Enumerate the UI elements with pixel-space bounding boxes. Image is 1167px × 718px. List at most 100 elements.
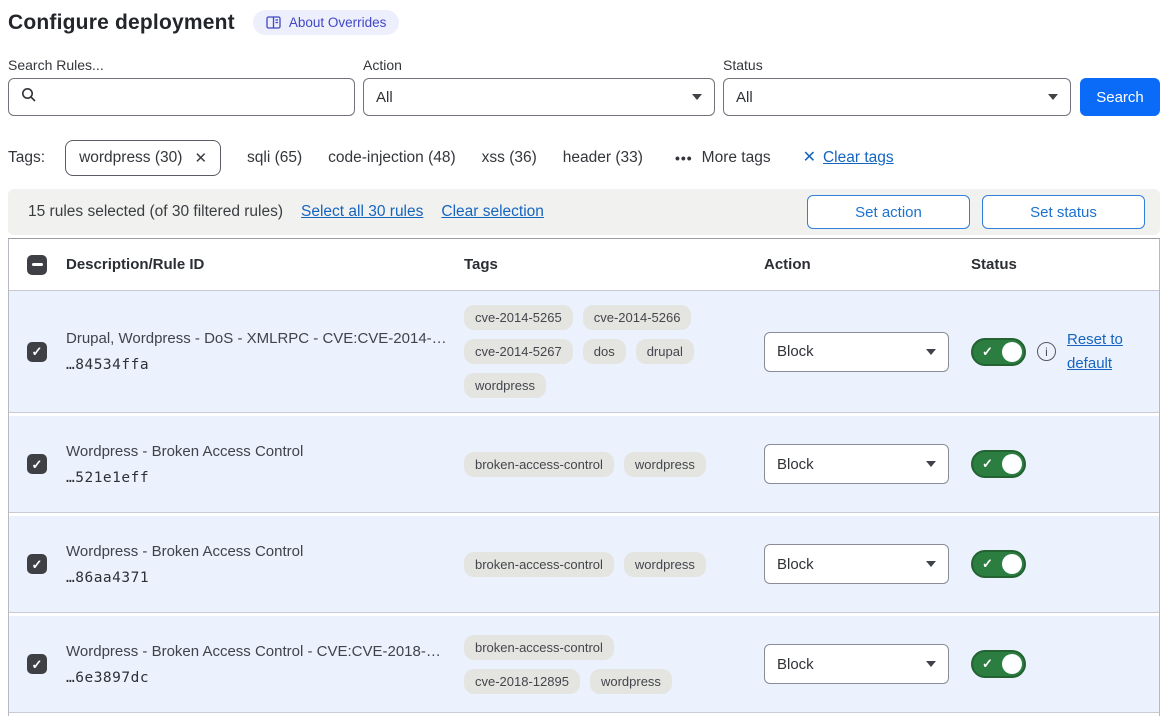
clear-selection-link[interactable]: Clear selection (441, 203, 544, 220)
rule-status-cell: ✓ (971, 550, 1159, 578)
rule-action-value: Block (777, 343, 814, 360)
row-checkbox[interactable]: ✓ (27, 554, 47, 574)
rule-description-cell: Wordpress - Broken Access Control - CVE:… (66, 643, 464, 686)
rule-action-value: Block (777, 455, 814, 473)
row-divider (9, 612, 1159, 616)
tag-option[interactable]: code-injection (48) (328, 149, 456, 166)
chevron-down-icon (926, 461, 936, 467)
toggle-knob (1002, 454, 1022, 474)
status-toggle[interactable]: ✓ (971, 650, 1026, 678)
check-icon: ✓ (982, 343, 993, 359)
rule-id: …86aa4371 (66, 569, 150, 586)
info-icon[interactable]: i (1037, 342, 1056, 361)
tag-pill: drupal (635, 339, 694, 364)
about-overrides-label: About Overrides (288, 15, 387, 30)
selected-tag-label: wordpress (30) (79, 149, 183, 166)
rule-action-select[interactable]: Block (764, 644, 949, 684)
rule-action-value: Block (777, 555, 814, 573)
rule-status-cell: ✓ i Reset to default (971, 328, 1159, 375)
tag-pill: cve-2014-5267 (464, 339, 573, 364)
rule-action-select[interactable]: Block (764, 444, 949, 484)
rule-description-cell: Drupal, Wordpress - DoS - XMLRPC - CVE:C… (66, 330, 464, 373)
selection-bar: 15 rules selected (of 30 filtered rules)… (8, 189, 1160, 235)
clear-tags-icon: ✕ (802, 149, 816, 166)
rules-table: Description/Rule ID Tags Action Status ✓… (8, 238, 1160, 716)
table-body: ✓ Drupal, Wordpress - DoS - XMLRPC - CVE… (9, 291, 1159, 716)
header-checkbox-cell (9, 254, 66, 275)
selection-summary: 15 rules selected (of 30 filtered rules) (28, 203, 284, 220)
row-divider (9, 712, 1159, 716)
rule-id: …6e3897dc (66, 669, 150, 686)
tag-pill: cve-2014-5266 (582, 305, 692, 330)
rule-tags-cell: broken-access-control wordpress (464, 551, 764, 577)
reset-to-default-link[interactable]: Reset to default (1067, 331, 1123, 372)
remove-tag-icon[interactable]: ✕ (194, 149, 208, 167)
page-header: Configure deployment About Overrides (8, 10, 1160, 35)
column-header-status: Status (971, 256, 1017, 273)
status-toggle[interactable]: ✓ (971, 450, 1026, 478)
search-button[interactable]: Search (1080, 78, 1160, 116)
status-filter-select[interactable]: All (723, 78, 1071, 116)
more-tags-label: More tags (701, 149, 771, 166)
tag-pill: wordpress (464, 373, 546, 398)
rule-action-select[interactable]: Block (764, 544, 949, 584)
tag-pill: cve-2014-5265 (464, 305, 573, 330)
select-all-checkbox[interactable] (27, 254, 47, 275)
rule-id: …84534ffa (66, 357, 150, 373)
tags-label: Tags: (8, 149, 46, 166)
row-checkbox[interactable]: ✓ (27, 654, 47, 674)
search-rules-input[interactable] (46, 87, 342, 107)
tag-pill: broken-access-control (464, 634, 614, 660)
check-icon: ✓ (982, 456, 993, 471)
status-filter-value: All (736, 88, 753, 106)
search-rules-label: Search Rules... (8, 57, 104, 73)
rule-action-cell: Block (764, 444, 971, 484)
clear-tags-button[interactable]: ✕ Clear tags (803, 149, 894, 167)
tag-option[interactable]: header (33) (562, 149, 643, 166)
row-divider (9, 512, 1159, 516)
tag-pill: broken-access-control (464, 551, 614, 577)
tag-pill: broken-access-control (464, 451, 614, 477)
action-filter-select[interactable]: All (363, 78, 715, 116)
more-tags-button[interactable]: ••• More tags (675, 149, 771, 167)
check-icon: ✓ (982, 656, 993, 671)
chevron-down-icon (926, 661, 936, 667)
tag-option[interactable]: sqli (65) (247, 149, 303, 166)
row-checkbox[interactable]: ✓ (27, 341, 47, 362)
rule-action-cell: Block (764, 544, 971, 584)
rule-action-value: Block (777, 655, 814, 673)
tag-option[interactable]: xss (36) (481, 149, 537, 166)
status-toggle[interactable]: ✓ (971, 550, 1026, 578)
rule-action-select[interactable]: Block (764, 331, 949, 372)
select-all-rules-link[interactable]: Select all 30 rules (301, 203, 424, 220)
search-icon (21, 87, 37, 107)
rule-description-cell: Wordpress - Broken Access Control …86aa4… (66, 543, 464, 586)
status-toggle[interactable]: ✓ (971, 337, 1026, 366)
search-input-box[interactable] (8, 78, 355, 116)
action-filter-field: Action All (363, 57, 715, 116)
selected-tag-wordpress[interactable]: wordpress (30) ✕ (65, 140, 222, 176)
rule-description-cell: Wordpress - Broken Access Control …521e1… (66, 443, 464, 486)
chevron-down-icon (926, 561, 936, 567)
tag-pill: wordpress (589, 668, 672, 694)
set-action-button[interactable]: Set action (807, 195, 970, 229)
search-rules-field: Search Rules... (8, 57, 355, 116)
column-header-description: Description/Rule ID (66, 256, 205, 273)
table-row: ✓ Drupal, Wordpress - DoS - XMLRPC - CVE… (9, 291, 1159, 412)
toggle-knob (1002, 654, 1022, 674)
row-checkbox-cell: ✓ (9, 654, 66, 674)
set-status-button[interactable]: Set status (982, 195, 1145, 229)
tag-pill: wordpress (623, 451, 706, 477)
page-title: Configure deployment (8, 10, 235, 34)
rule-description: Wordpress - Broken Access Control (66, 542, 304, 560)
rule-tags-cell: cve-2014-5265 cve-2014-5266 cve-2014-5267 d… (464, 305, 764, 398)
rule-description: Wordpress - Broken Access Control (66, 442, 304, 460)
row-checkbox[interactable]: ✓ (27, 454, 47, 474)
row-divider (9, 412, 1159, 416)
column-header-tags: Tags (464, 256, 498, 273)
about-overrides-badge[interactable]: About Overrides (252, 10, 400, 35)
tag-pill: cve-2018-12895 (464, 668, 580, 694)
chevron-down-icon (692, 94, 702, 100)
table-row: ✓ Wordpress - Broken Access Control …86a… (9, 516, 1159, 612)
